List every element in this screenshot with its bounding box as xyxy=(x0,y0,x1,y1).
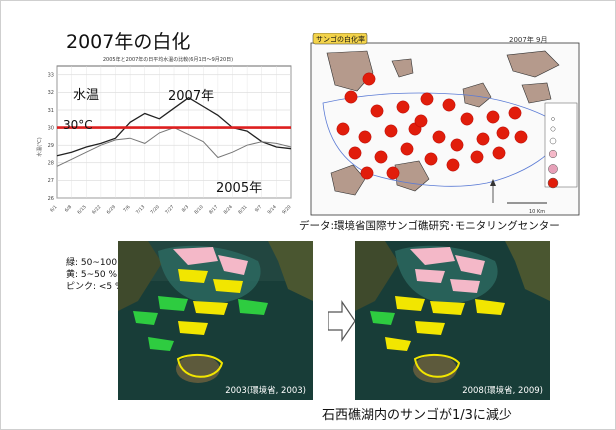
bleaching-marker xyxy=(344,90,358,104)
legend-green: 緑: 50~100 % xyxy=(66,258,129,268)
threshold-label: 30°C xyxy=(63,118,93,132)
island xyxy=(330,164,366,196)
island xyxy=(462,82,492,108)
annotation-2005: 2005年 xyxy=(216,181,262,196)
x-tick-label: 7/27 xyxy=(164,204,175,215)
north-arrow-head-icon xyxy=(490,179,496,186)
y-tick-label: 29 xyxy=(48,143,54,149)
bleaching-marker xyxy=(358,130,372,144)
map-badge: サンゴの白化率 xyxy=(316,35,365,44)
x-tick-label: 7/20 xyxy=(149,204,160,215)
bleaching-marker xyxy=(508,106,522,120)
bleaching-marker xyxy=(442,98,456,112)
chart-y-label: 水温(℃) xyxy=(36,137,43,157)
x-tick-label: 8/17 xyxy=(208,204,219,215)
bleaching-marker xyxy=(386,166,400,180)
y-tick-label: 33 xyxy=(48,73,54,79)
map-markers xyxy=(336,72,528,180)
x-tick-label: 6/8 xyxy=(64,204,73,213)
satellite-image-2003: 2003(環境省, 2003) xyxy=(118,241,313,400)
satellite-label-2003: 2003(環境省, 2003) xyxy=(225,386,306,396)
bleaching-marker xyxy=(476,132,490,146)
bleaching-marker xyxy=(362,72,376,86)
grid-x xyxy=(56,66,292,198)
bleaching-marker xyxy=(420,92,434,106)
bleaching-marker xyxy=(470,150,484,164)
y-tick-label: 26 xyxy=(48,196,54,202)
x-tick-label: 8/31 xyxy=(237,204,248,215)
bleaching-marker xyxy=(496,126,510,140)
y-tick-labels: 26 27 28 29 30 31 32 33 xyxy=(48,73,54,202)
temperature-chart: 2005年と2007年の日平均水温の比較(6月1日～9月20日) 水温(℃) 2… xyxy=(33,52,296,218)
x-tick-label: 6/15 xyxy=(76,204,87,215)
x-tick-label: 9/7 xyxy=(254,204,263,213)
map-badge-bg xyxy=(312,33,368,45)
x-tick-label: 6/29 xyxy=(106,204,117,215)
bleaching-marker xyxy=(348,146,362,160)
annotation-2007: 2007年 xyxy=(168,89,214,104)
y-tick-label: 27 xyxy=(48,178,54,184)
island xyxy=(391,58,414,78)
island xyxy=(521,82,552,104)
x-tick-label: 8/10 xyxy=(193,204,204,215)
bleaching-marker xyxy=(446,158,460,172)
x-tick-label: 7/13 xyxy=(135,204,146,215)
conclusion-text: 石西礁湖内のサンゴが1/3に減少 xyxy=(322,408,512,423)
y-tick-label: 32 xyxy=(48,90,54,96)
bleaching-marker xyxy=(450,138,464,152)
annotation-water-temp: 水温 xyxy=(73,88,99,103)
bleaching-marker xyxy=(492,146,506,160)
satellite-image-2008: 2008(環境省, 2009) xyxy=(355,241,550,400)
map-legend-markers xyxy=(547,117,559,189)
bleaching-marker xyxy=(384,124,398,138)
bleaching-marker xyxy=(460,112,474,126)
bleaching-marker xyxy=(374,150,388,164)
bleaching-marker xyxy=(432,130,446,144)
map-scale-label: 10 Km xyxy=(529,209,545,215)
y-tick-label: 30 xyxy=(48,125,54,131)
bleaching-map: 10 Km サンゴの白化率 2007年 9月 xyxy=(307,33,587,219)
data-credit: データ:環境省国際サンゴ礁研究･モニタリングセンター xyxy=(299,220,560,232)
y-tick-label: 31 xyxy=(48,108,54,114)
chart-title: 2005年と2007年の日平均水温の比較(6月1日～9月20日) xyxy=(103,56,233,63)
slide-title: 2007年の白化 xyxy=(66,31,191,53)
bleaching-marker xyxy=(400,142,414,156)
x-tick-label: 8/24 xyxy=(223,204,234,215)
bleaching-marker xyxy=(424,152,438,166)
map-date: 2007年 9月 xyxy=(509,35,548,44)
x-tick-label: 6/22 xyxy=(91,204,102,215)
arrow-right-icon xyxy=(328,300,356,342)
bleaching-marker xyxy=(486,110,500,124)
x-tick-label: 7/6 xyxy=(122,204,131,213)
y-tick-label: 28 xyxy=(48,161,54,167)
legend-pink: ピンク: <5 % xyxy=(66,282,124,292)
x-tick-labels: 6/1 6/8 6/15 6/22 6/29 7/6 7/13 7/20 7/27 8/3 8/10… xyxy=(49,204,292,215)
bleaching-marker xyxy=(396,100,410,114)
bleaching-marker xyxy=(514,130,528,144)
satellite-label-2008: 2008(環境省, 2009) xyxy=(462,386,543,396)
coverage-legend: 緑: 50~100 % 黄: 5~50 % ピンク: <5 % xyxy=(66,257,128,293)
x-tick-label: 8/3 xyxy=(181,204,190,213)
bleaching-marker xyxy=(360,166,374,180)
island xyxy=(506,50,560,78)
map-legend xyxy=(544,102,578,188)
series-line-2007 xyxy=(56,96,292,157)
legend-yellow: 黄: 5~50 % xyxy=(66,270,118,280)
x-tick-label: 6/1 xyxy=(49,204,58,213)
bleaching-marker xyxy=(336,122,350,136)
bleaching-marker xyxy=(370,104,384,118)
x-tick-label: 9/14 xyxy=(266,204,277,215)
bleaching-marker xyxy=(414,114,428,128)
x-tick-label: 9/20 xyxy=(281,204,292,215)
